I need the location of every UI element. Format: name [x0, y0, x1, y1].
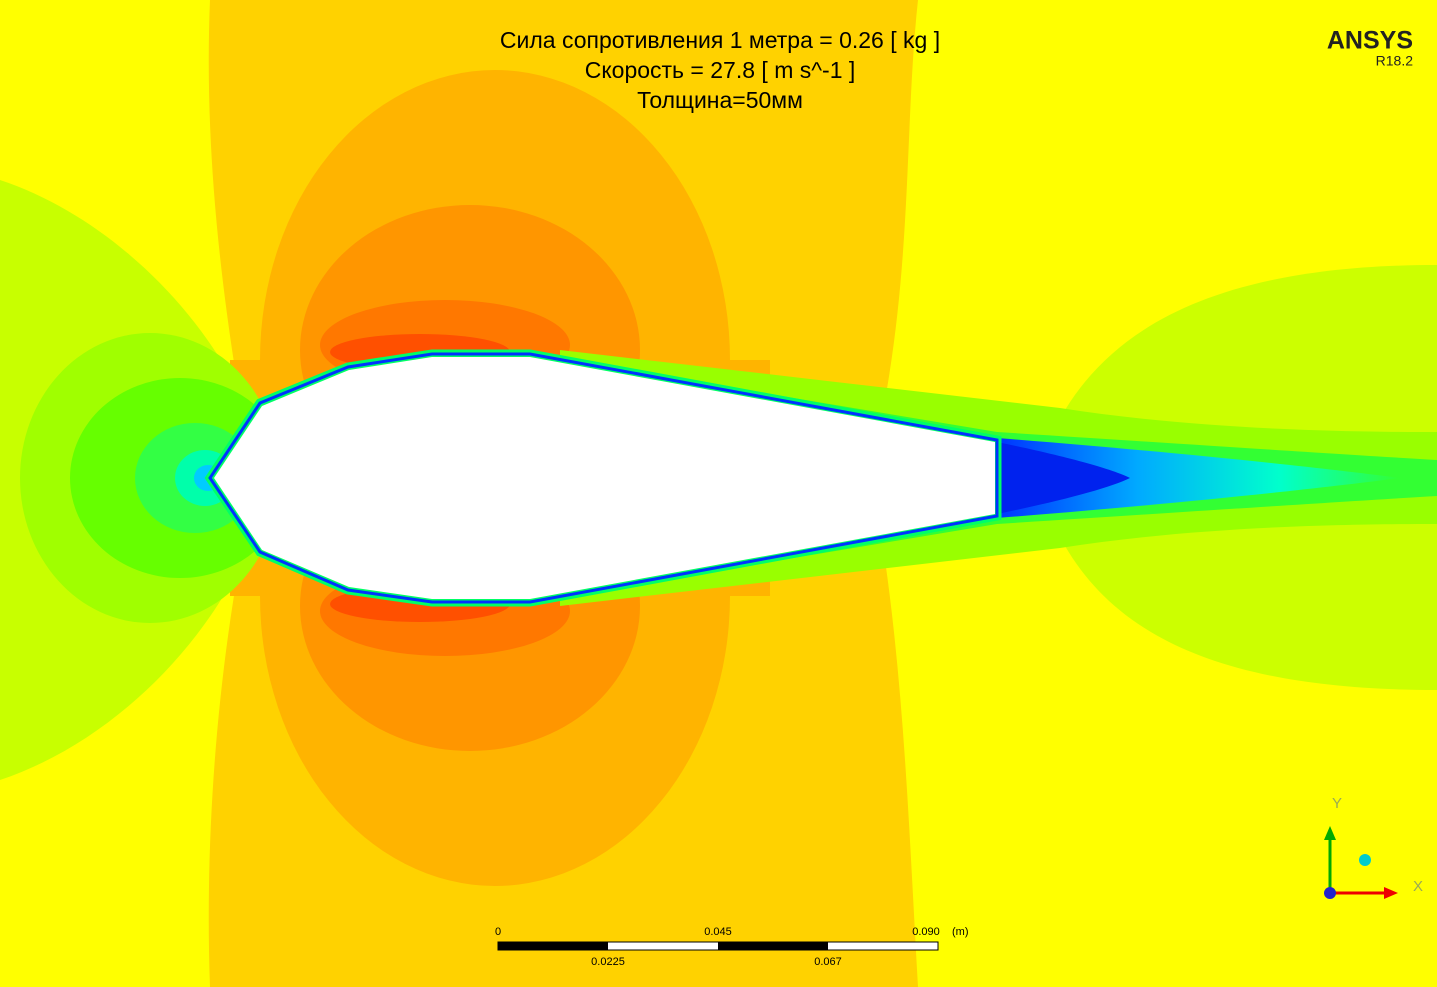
scale-bar: 0 0.045 0.090 (m) 0.0225 0.067: [495, 926, 969, 968]
scale-unit: (m): [952, 926, 969, 938]
scale-label: 0.090: [912, 926, 940, 938]
axis-label: Y: [1332, 795, 1342, 812]
title-line: Сила сопротивления 1 метра = 0.26 [ kg ]: [500, 27, 940, 53]
logo: ANSYS: [1327, 27, 1413, 55]
scale-label: 0.0225: [591, 956, 625, 968]
axis-label: X: [1413, 878, 1423, 895]
scale-label: 0.067: [814, 956, 842, 968]
body: [214, 357, 995, 599]
boundary-edge: [208, 352, 999, 604]
title-line: Скорость = 27.8 [ m s^-1 ]: [585, 57, 856, 83]
scale-label: 0: [495, 926, 501, 938]
title-line: Толщина=50мм: [637, 87, 803, 113]
axis-triad: Y X: [1324, 795, 1423, 899]
scale-label: 0.045: [704, 926, 732, 938]
version: R18.2: [1376, 53, 1414, 69]
